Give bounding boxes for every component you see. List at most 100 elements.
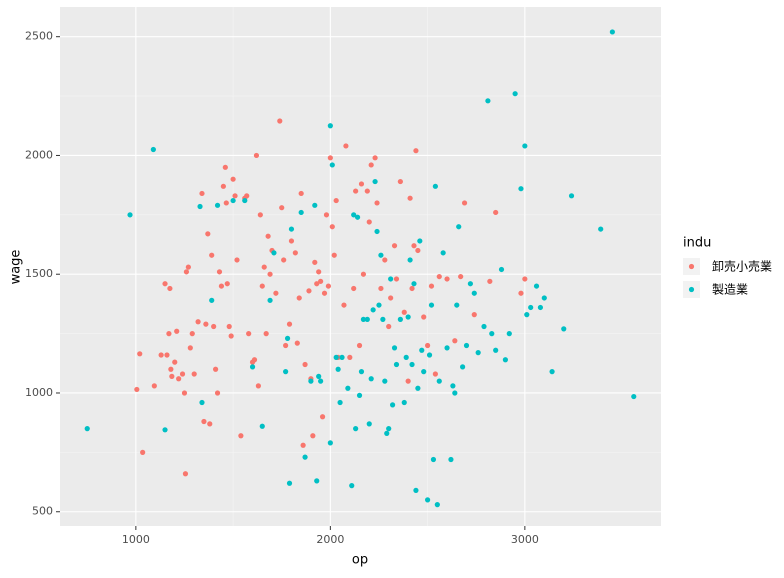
point [428, 302, 435, 308]
point [518, 186, 524, 192]
point [244, 193, 250, 199]
point [286, 480, 293, 486]
point [283, 369, 289, 375]
point [137, 351, 143, 357]
point [345, 385, 351, 391]
point [312, 202, 318, 208]
point [598, 226, 604, 232]
point [296, 295, 302, 301]
point [214, 202, 221, 208]
point [364, 316, 370, 322]
point [288, 238, 295, 244]
point [413, 148, 419, 154]
point [498, 266, 505, 273]
point [356, 392, 363, 398]
point [568, 193, 575, 199]
point [211, 323, 217, 330]
point [354, 214, 361, 220]
y-tick-label: 1000 [25, 386, 53, 399]
point [195, 319, 201, 325]
point [329, 162, 335, 168]
x-tick-label: 2000 [316, 533, 344, 546]
point [167, 285, 173, 292]
point [281, 257, 287, 263]
point [458, 273, 464, 280]
point [349, 483, 355, 489]
point [360, 316, 367, 322]
point [450, 383, 456, 389]
point [232, 193, 238, 199]
point [218, 283, 225, 289]
point [475, 350, 481, 356]
point [134, 386, 140, 393]
point [339, 354, 345, 360]
point [273, 290, 279, 296]
point [489, 331, 495, 337]
point [314, 281, 320, 287]
y-tick-label: 1500 [25, 267, 53, 280]
point [259, 283, 265, 289]
point [179, 371, 186, 377]
point [327, 155, 333, 161]
point [428, 283, 435, 289]
point [417, 238, 423, 244]
point [391, 243, 398, 249]
point [372, 178, 378, 185]
point [164, 352, 170, 358]
point [409, 285, 415, 292]
point [391, 345, 398, 351]
point [300, 442, 306, 448]
point [199, 399, 205, 406]
point [405, 378, 411, 384]
point [487, 278, 493, 284]
point [407, 195, 413, 201]
point [485, 98, 491, 104]
point [368, 162, 374, 168]
point [191, 371, 197, 377]
point [351, 212, 357, 218]
point [212, 366, 219, 372]
point [294, 340, 300, 346]
y-tick-label: 2000 [25, 148, 53, 161]
point [151, 383, 157, 389]
point [518, 290, 524, 296]
point [185, 264, 191, 270]
point [456, 224, 462, 230]
point [452, 390, 458, 396]
point [181, 390, 188, 396]
point [512, 91, 518, 97]
point [351, 285, 357, 292]
point [189, 331, 195, 337]
point [162, 427, 168, 433]
point [199, 190, 205, 197]
point [323, 212, 330, 218]
point [360, 271, 367, 277]
point [174, 328, 180, 334]
point [298, 209, 304, 216]
point [440, 250, 446, 256]
point [310, 433, 316, 439]
point [197, 203, 203, 210]
point [318, 378, 324, 384]
point [432, 183, 438, 189]
point [292, 250, 298, 256]
point [461, 200, 468, 206]
point [561, 326, 567, 332]
point [481, 323, 487, 330]
point [242, 197, 248, 204]
point [288, 226, 295, 232]
point [335, 366, 341, 372]
y-tick-label: 2500 [25, 30, 53, 43]
point [386, 426, 392, 432]
point [454, 302, 460, 308]
point [384, 430, 390, 436]
point [209, 252, 215, 258]
point [374, 228, 380, 235]
point [283, 342, 289, 349]
point [226, 323, 232, 330]
point [436, 273, 442, 280]
point [319, 414, 326, 420]
point [358, 369, 365, 375]
point [372, 155, 378, 161]
point [263, 331, 269, 337]
